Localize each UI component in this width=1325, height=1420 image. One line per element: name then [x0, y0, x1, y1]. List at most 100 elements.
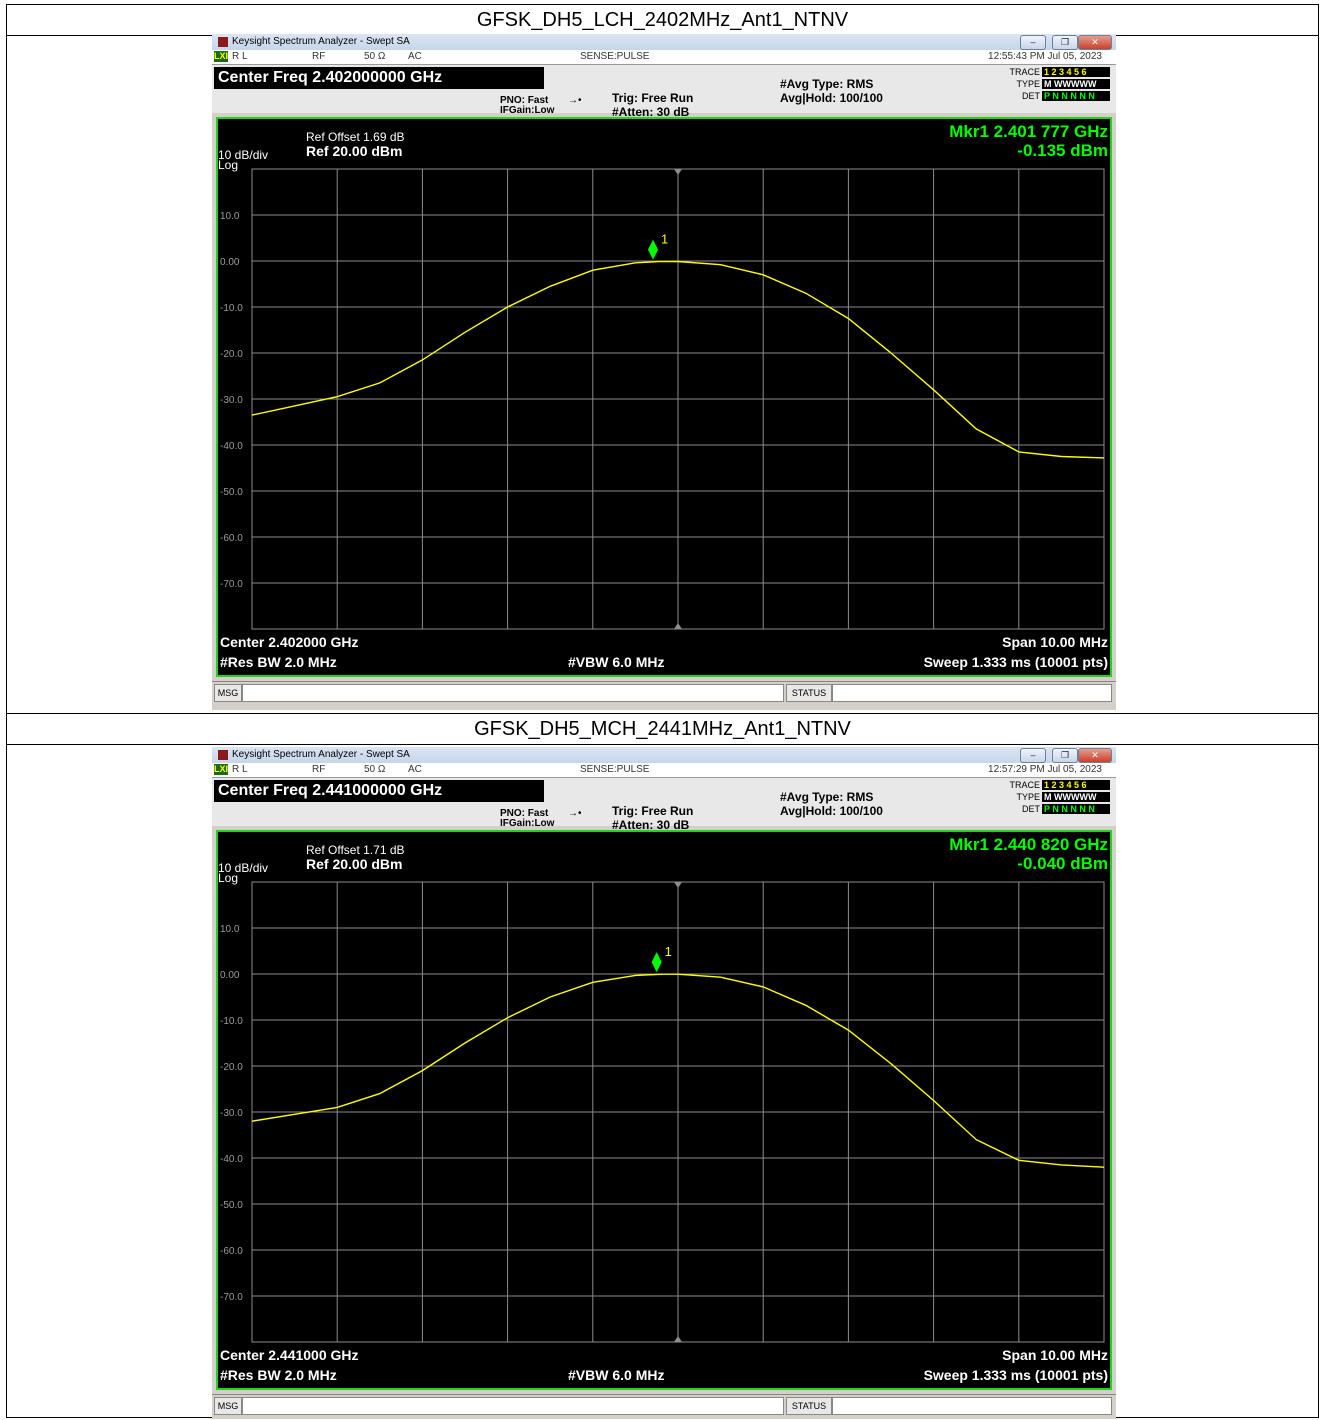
msg-field	[242, 684, 784, 702]
center-freq-readout[interactable]: Center Freq 2.441000000 GHz	[214, 780, 544, 802]
scale-label: 10 dB/div	[218, 861, 268, 875]
coupling-indicator: AC	[408, 51, 422, 62]
settings-header: Center Freq 2.402000000 GHz PNO: Fast IF…	[212, 65, 1116, 119]
center-freq-readout[interactable]: Center Freq 2.402000000 GHz	[214, 67, 544, 89]
trigger-setting: Trig: Free Run	[612, 804, 694, 818]
det-label: DET	[1022, 804, 1040, 814]
atten-setting: #Atten: 30 dB	[612, 818, 690, 832]
trace-legend: TRACE 1 2 3 4 5 6 TYPE M WWWWW DET P N N…	[1002, 67, 1112, 107]
lxi-icon: LXI	[214, 51, 229, 62]
datetime: 12:55:43 PM Jul 05, 2023	[988, 51, 1102, 62]
bottom-status-bar: MSG STATUS	[212, 681, 1116, 704]
y-tick-label: -60.0	[220, 1246, 243, 1257]
ref-offset-label: Ref Offset 1.69 dB	[306, 130, 405, 144]
ifgain-setting: IFGain:Low	[500, 105, 555, 116]
panel-caption: GFSK_DH5_LCH_2402MHz_Ant1_NTNV	[476, 9, 849, 31]
span-label: Span 10.00 MHz	[1002, 634, 1108, 650]
marker-level-readout: -0.135 dBm	[1017, 141, 1108, 160]
sense-indicator: SENSE:PULSE	[580, 764, 650, 775]
center-bottom-marker	[674, 623, 682, 629]
y-tick-label: -70.0	[220, 1292, 243, 1303]
sweep-label: Sweep 1.333 ms (10001 pts)	[924, 1367, 1108, 1383]
lxi-icon: LXI	[214, 764, 229, 775]
type-values: M WWWWW	[1042, 792, 1110, 802]
span-label: Span 10.00 MHz	[1002, 1347, 1108, 1363]
ref-level-label: Ref 20.00 dBm	[306, 143, 402, 159]
close-button[interactable]: ✕	[1078, 35, 1112, 50]
panel-caption: GFSK_DH5_MCH_2441MHz_Ant1_NTNV	[474, 718, 851, 740]
msg-label: MSG	[214, 1397, 242, 1415]
center-top-marker	[674, 882, 682, 888]
y-tick-label: -40.0	[220, 441, 243, 452]
type-label: TYPE	[1016, 79, 1040, 89]
rbw-label: #Res BW 2.0 MHz	[220, 1367, 337, 1383]
impedance-indicator: 50 Ω	[364, 764, 386, 775]
trace-label: TRACE	[1009, 67, 1040, 77]
status-button[interactable]: STATUS	[786, 684, 832, 702]
spectrum-trace	[251, 260, 1105, 459]
scale-type-label: Log	[218, 871, 238, 885]
marker-number-label: 1	[665, 944, 672, 959]
msg-label: MSG	[214, 684, 242, 702]
spectrum-analyzer-window: Keysight Spectrum Analyzer - Swept SA – …	[212, 747, 1116, 1419]
status-button[interactable]: STATUS	[786, 1397, 832, 1415]
trace-values: 1 2 3 4 5 6	[1042, 67, 1110, 77]
minimize-button[interactable]: –	[1020, 748, 1046, 763]
msg-field	[242, 1397, 784, 1415]
marker-level-readout: -0.040 dBm	[1017, 854, 1108, 873]
det-label: DET	[1022, 91, 1040, 101]
app-icon	[218, 37, 228, 47]
marker-diamond	[651, 952, 662, 973]
scale-type-label: Log	[218, 158, 238, 172]
y-tick-label: -20.0	[220, 1062, 243, 1073]
y-tick-label: -10.0	[220, 1016, 243, 1027]
impedance-indicator: 50 Ω	[364, 51, 386, 62]
bottom-status-bar: MSG STATUS	[212, 1394, 1116, 1417]
y-tick-label: -60.0	[220, 533, 243, 544]
det-values: P N N N N N	[1042, 91, 1110, 101]
datetime: 12:57:29 PM Jul 05, 2023	[988, 764, 1102, 775]
avg-type-setting: #Avg Type: RMS	[780, 790, 874, 804]
avg-type-setting: #Avg Type: RMS	[780, 77, 874, 91]
det-values: P N N N N N	[1042, 804, 1110, 814]
instrument-status-row: LXI R L RF 50 Ω AC SENSE:PULSE 12:57:29 …	[212, 763, 1116, 778]
rf-indicator: RF	[312, 764, 326, 775]
y-tick-label: 0.00	[220, 257, 240, 268]
status-field	[832, 1397, 1112, 1415]
y-tick-label: -20.0	[220, 349, 243, 360]
trigger-setting: Trig: Free Run	[612, 91, 694, 105]
y-tick-label: -40.0	[220, 1154, 243, 1165]
ref-level-label: Ref 20.00 dBm	[306, 856, 402, 872]
pno-setting: PNO: Fast	[500, 808, 549, 819]
scale-label: 10 dB/div	[218, 148, 268, 162]
marker-freq-readout: Mkr1 2.401 777 GHz	[949, 122, 1108, 141]
atten-setting: #Atten: 30 dB	[612, 105, 690, 119]
center-freq-label: Center 2.402000 GHz	[220, 634, 359, 650]
marker-number-label: 1	[661, 232, 668, 247]
app-icon	[218, 750, 228, 760]
vbw-label: #VBW 6.0 MHz	[568, 654, 664, 670]
spectrum-analyzer-window: Keysight Spectrum Analyzer - Swept SA – …	[212, 34, 1116, 710]
trace-values: 1 2 3 4 5 6	[1042, 780, 1110, 790]
minimize-button[interactable]: –	[1020, 35, 1046, 50]
table-divider	[7, 713, 1318, 714]
close-button[interactable]: ✕	[1078, 748, 1112, 763]
vbw-label: #VBW 6.0 MHz	[568, 1367, 664, 1383]
avg-hold-setting: Avg|Hold: 100/100	[780, 804, 883, 818]
y-tick-label: -50.0	[220, 487, 243, 498]
y-tick-label: -30.0	[220, 395, 243, 406]
rf-indicator: RF	[312, 51, 326, 62]
settings-header: Center Freq 2.441000000 GHz PNO: Fast IF…	[212, 778, 1116, 832]
y-tick-label: -50.0	[220, 1200, 243, 1211]
restore-button[interactable]: ❐	[1052, 748, 1078, 763]
trace-legend: TRACE 1 2 3 4 5 6 TYPE M WWWWW DET P N N…	[1002, 780, 1112, 820]
ref-offset-label: Ref Offset 1.71 dB	[306, 843, 405, 857]
restore-button[interactable]: ❐	[1052, 35, 1078, 50]
trace-label: TRACE	[1009, 780, 1040, 790]
sweep-label: Sweep 1.333 ms (10001 pts)	[924, 654, 1108, 670]
window-titlebar: Keysight Spectrum Analyzer - Swept SA – …	[212, 747, 1116, 763]
pno-arrow-icon: →•	[568, 808, 582, 819]
rl-indicator: R L	[232, 764, 248, 775]
y-tick-label: -10.0	[220, 303, 243, 314]
